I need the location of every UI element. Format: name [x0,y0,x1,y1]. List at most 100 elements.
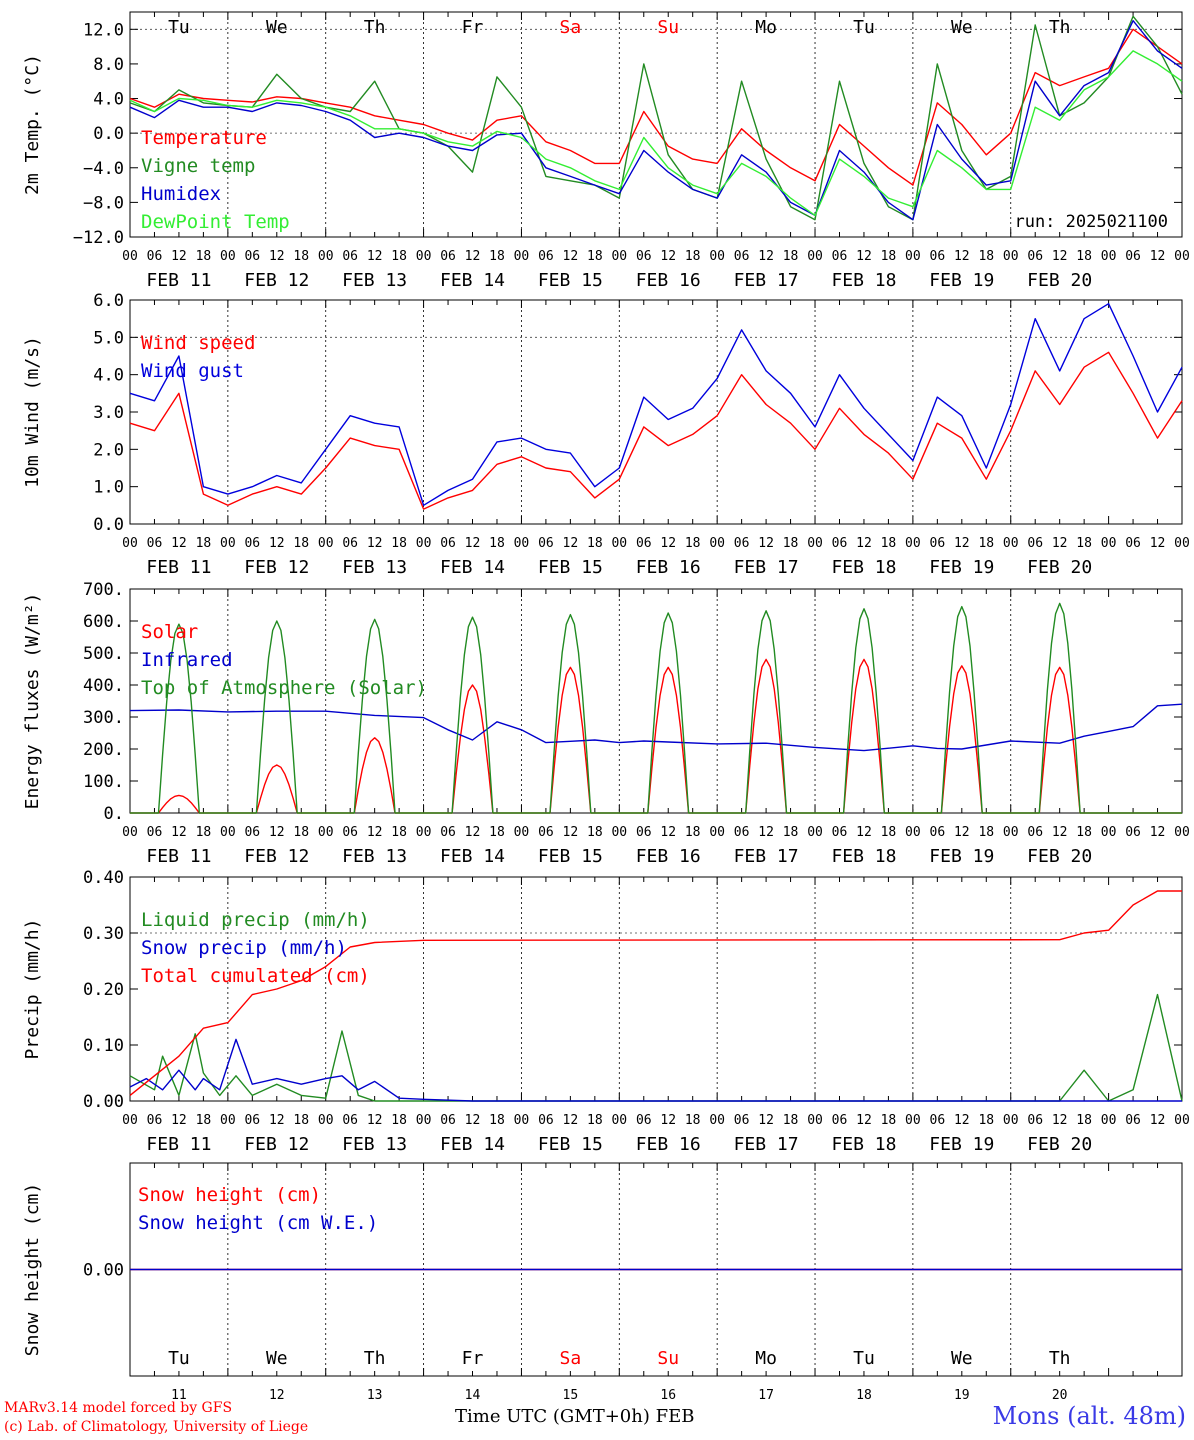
hour-tick-label: 06 [342,1113,358,1128]
date-label: FEB 15 [538,1134,603,1155]
y-tick-label: 0.30 [83,924,124,944]
hour-tick-label: 18 [881,825,897,840]
hour-tick-label: 12 [1150,536,1166,551]
hour-tick-label: 12 [660,536,676,551]
hour-tick-label: 18 [587,825,603,840]
hour-tick-label: 00 [1174,536,1190,551]
weekday-label: Th [364,1348,386,1369]
hour-tick-label: 06 [538,825,554,840]
hour-tick-label: 06 [342,825,358,840]
y-tick-label: 0.10 [83,1036,124,1056]
hour-tick-label: 18 [587,536,603,551]
y-tick-label: 500. [83,644,124,664]
station-label: Mons (alt. 48m) [992,1402,1186,1430]
hour-tick-label: 18 [293,249,309,264]
hour-tick-label: 12 [1150,825,1166,840]
hour-tick-label: 18 [685,249,701,264]
y-tick-label: 700. [83,580,124,600]
hour-tick-label: 12 [954,1113,970,1128]
weekday-label: We [266,17,288,38]
y-tick-label: 12.0 [83,20,124,40]
date-label: FEB 18 [831,270,896,291]
hour-tick-label: 06 [1027,1113,1043,1128]
hour-tick-label: 06 [440,249,456,264]
lab-credit: (c) Lab. of Climatology, University of L… [4,1419,309,1435]
hour-tick-label: 06 [440,825,456,840]
y-tick-label: 8.0 [93,55,124,75]
hour-tick-label: 12 [1052,536,1068,551]
hour-tick-label: 12 [269,825,285,840]
series-line-energy-2 [130,602,1182,814]
date-label: FEB 17 [734,557,799,578]
hour-tick-label: 06 [832,249,848,264]
y-axis-title: Precip (mm/h) [22,919,43,1060]
legend-entry: Vigne temp [141,155,255,177]
x-axis-title: Time UTC (GMT+0h) FEB [455,1406,695,1427]
series-line-wind-0 [129,351,1183,510]
hour-tick-label: 18 [196,249,212,264]
hour-tick-label: 12 [465,249,481,264]
y-tick-label: −8.0 [83,193,124,213]
series-line-wind-1 [129,303,1183,506]
y-axis-title: 10m Wind (m/s) [22,336,43,488]
hour-tick-label: 06 [636,825,652,840]
hour-tick-label: 00 [416,249,432,264]
hour-tick-label: 00 [1101,249,1117,264]
hour-tick-label: 00 [220,249,236,264]
legend-entry: Infrared [141,649,233,671]
hour-tick-label: 12 [856,249,872,264]
hour-tick-label: 06 [1125,249,1141,264]
hour-tick-label: 00 [905,825,921,840]
date-label: FEB 11 [146,557,211,578]
hour-tick-label: 12 [269,536,285,551]
hour-tick-label: 06 [636,536,652,551]
hour-tick-label: 18 [391,249,407,264]
hour-tick-label: 00 [318,249,334,264]
hour-tick-label: 00 [514,1113,530,1128]
hour-tick-label: 12 [563,1113,579,1128]
hour-tick-label: 06 [734,825,750,840]
hour-tick-label: 00 [1003,1113,1019,1128]
hour-tick-label: 06 [1027,536,1043,551]
hour-tick-label: 00 [1174,825,1190,840]
hour-tick-label: 18 [293,536,309,551]
y-tick-label: 0.0 [93,515,124,535]
weekday-label: Th [1049,1348,1071,1369]
hour-tick-label: 12 [1052,249,1068,264]
hour-tick-label: 18 [978,249,994,264]
hour-tick-label: 12 [856,1113,872,1128]
y-tick-label: 300. [83,708,124,728]
hour-tick-label: 18 [293,825,309,840]
hour-tick-label: 18 [881,1113,897,1128]
hour-tick-label: 00 [709,825,725,840]
hour-tick-label: 12 [367,536,383,551]
weekday-label: Tu [168,1348,190,1369]
date-label: FEB 17 [734,846,799,867]
hour-tick-label: 00 [807,536,823,551]
date-label: FEB 15 [538,846,603,867]
hour-tick-label: 00 [514,825,530,840]
hour-tick-label: 00 [416,825,432,840]
y-tick-label: 0. [104,804,124,824]
day-number-label: 13 [367,1388,383,1403]
day-number-label: 14 [465,1388,481,1403]
date-label: FEB 16 [636,557,701,578]
hour-tick-label: 12 [1150,249,1166,264]
hour-tick-label: 06 [636,1113,652,1128]
y-tick-label: 3.0 [93,403,124,423]
hour-tick-label: 00 [709,536,725,551]
weekday-label: Mo [755,17,777,38]
legend-entry: Temperature [141,127,267,149]
weekday-label: Mo [755,1348,777,1369]
y-tick-label: 1.0 [93,478,124,498]
y-tick-label: 200. [83,740,124,760]
hour-tick-label: 18 [489,825,505,840]
hour-tick-label: 12 [758,536,774,551]
date-label: FEB 13 [342,846,407,867]
hour-tick-label: 06 [538,249,554,264]
y-tick-label: 400. [83,676,124,696]
hour-tick-label: 12 [269,249,285,264]
y-tick-label: 5.0 [93,328,124,348]
hour-tick-label: 12 [563,249,579,264]
day-number-label: 17 [758,1388,774,1403]
